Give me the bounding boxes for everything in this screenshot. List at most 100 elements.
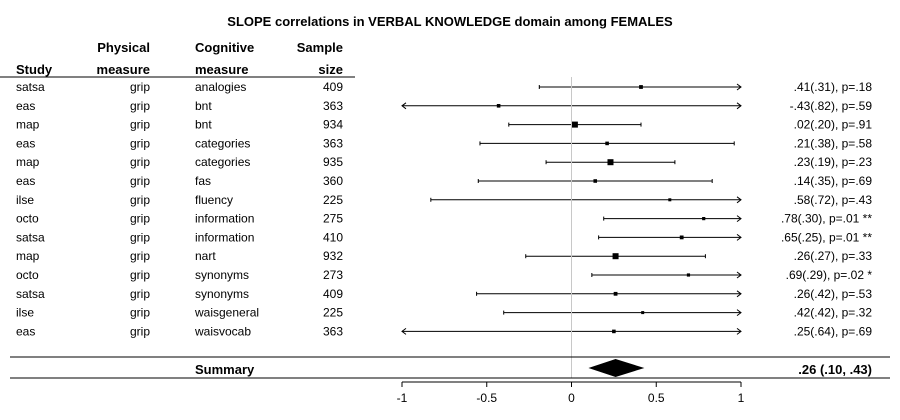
cognitive-measure: categories: [195, 136, 250, 150]
estimate-label: .58(.72), p=.43: [794, 193, 873, 207]
sample-size: 363: [323, 136, 343, 150]
cognitive-measure: bnt: [195, 118, 212, 132]
physical-measure: grip: [130, 268, 150, 282]
physical-measure: grip: [130, 80, 150, 94]
estimate-label: .23(.19), p=.23: [794, 155, 873, 169]
x-tick-label: -1: [397, 391, 408, 405]
study-name: map: [16, 118, 40, 132]
sample-size: 935: [323, 155, 343, 169]
sample-size: 410: [323, 230, 343, 244]
cognitive-measure: waisgeneral: [194, 306, 259, 320]
header-physical-line2: measure: [97, 62, 150, 77]
point-estimate: [605, 141, 609, 146]
header-sample-line2: size: [318, 62, 343, 77]
ci-arrow-right: [736, 102, 742, 110]
ci-arrow-left: [401, 102, 407, 110]
point-estimate: [613, 291, 618, 296]
chart-title: SLOPE correlations in VERBAL KNOWLEDGE d…: [227, 14, 673, 29]
x-tick-label: 1: [738, 391, 745, 405]
physical-measure: grip: [130, 324, 150, 338]
cognitive-measure: information: [195, 212, 254, 226]
cognitive-measure: synonyms: [195, 268, 249, 282]
ci-arrow-right: [736, 234, 742, 241]
physical-measure: grip: [130, 230, 150, 244]
point-estimate: [496, 104, 501, 108]
point-estimate: [668, 198, 672, 202]
study-name: ilse: [16, 193, 34, 207]
study-name: octo: [16, 212, 39, 226]
physical-measure: grip: [130, 174, 150, 188]
table-row: eas grip bnt 363 -.43(.82), p=.59: [16, 99, 872, 113]
ci-arrow-right: [736, 83, 742, 91]
sample-size: 363: [323, 324, 343, 338]
estimate-label: .14(.35), p=.69: [794, 174, 873, 188]
estimate-label: .26(.42), p=.53: [794, 287, 873, 301]
estimate-label: .26(.27), p=.33: [794, 249, 873, 263]
study-name: eas: [16, 136, 35, 150]
point-estimate: [679, 235, 684, 240]
table-row: octo grip synonyms 273 .69(.29), p=.02 *: [16, 268, 872, 282]
study-name: eas: [16, 174, 35, 188]
physical-measure: grip: [130, 118, 150, 132]
physical-measure: grip: [130, 249, 150, 263]
physical-measure: grip: [130, 287, 150, 301]
physical-measure: grip: [130, 212, 150, 226]
sample-size: 225: [323, 193, 343, 207]
study-name: satsa: [16, 230, 45, 244]
ci-arrow-right: [736, 328, 742, 335]
cognitive-measure: bnt: [195, 99, 212, 113]
cognitive-measure: information: [195, 230, 254, 244]
estimate-label: .02(.20), p=.91: [794, 118, 873, 132]
summary-value: .26 (.10, .43): [798, 362, 872, 377]
sample-size: 932: [323, 249, 343, 263]
x-tick-label: 0: [568, 391, 575, 405]
table-row: eas grip categories 363 .21(.38), p=.58: [16, 136, 872, 150]
sample-size: 934: [323, 118, 343, 132]
sample-size: 225: [323, 306, 343, 320]
estimate-label: .78(.30), p=.01 **: [781, 212, 872, 226]
table-row: satsa grip analogies 409 .41(.31), p=.18: [16, 80, 872, 94]
study-name: map: [16, 155, 40, 169]
table-row: satsa grip information 410 .65(.25), p=.01 *…: [16, 230, 872, 244]
point-estimate: [702, 217, 706, 221]
estimate-label: .69(.29), p=.02 *: [786, 268, 873, 282]
point-estimate: [607, 159, 614, 166]
study-name: eas: [16, 99, 35, 113]
cognitive-measure: fas: [195, 174, 211, 188]
point-estimate: [593, 179, 598, 183]
estimate-label: .25(.64), p=.69: [794, 324, 873, 338]
sample-size: 409: [323, 80, 343, 94]
ci-arrow-right: [736, 290, 742, 298]
ci-arrow-right: [736, 309, 742, 316]
cognitive-measure: nart: [195, 249, 216, 263]
estimate-label: .21(.38), p=.58: [794, 136, 873, 150]
point-estimate: [571, 121, 578, 128]
ci-arrow-left: [401, 328, 407, 335]
point-estimate: [641, 311, 645, 315]
point-estimate: [612, 253, 619, 260]
summary-label: Summary: [195, 362, 255, 377]
header-physical-line1: Physical: [97, 40, 150, 55]
table-row: eas grip fas 360 .14(.35), p=.69: [16, 174, 872, 188]
header-cognitive-line1: Cognitive: [195, 40, 254, 55]
ci-arrow-right: [736, 215, 742, 222]
table-row: map grip bnt 934 .02(.20), p=.91: [16, 118, 872, 132]
ci-arrow-right: [736, 271, 742, 279]
sample-size: 275: [323, 212, 343, 226]
table-row: ilse grip waisgeneral 225 .42(.42), p=.32: [16, 306, 872, 320]
cognitive-measure: categories: [195, 155, 250, 169]
study-name: ilse: [16, 306, 34, 320]
header-cognitive-line2: measure: [195, 62, 248, 77]
study-name: octo: [16, 268, 39, 282]
sample-size: 360: [323, 174, 343, 188]
table-row: ilse grip fluency 225 .58(.72), p=.43: [16, 193, 872, 207]
estimate-label: .65(.25), p=.01 **: [781, 230, 872, 244]
table-row: map grip nart 932 .26(.27), p=.33: [16, 249, 872, 263]
ci-arrow-right: [736, 196, 742, 204]
physical-measure: grip: [130, 193, 150, 207]
column-headers: Study Physical measure Cognitive measure…: [16, 40, 343, 77]
estimate-label: -.43(.82), p=.59: [790, 99, 873, 113]
cognitive-measure: waisvocab: [194, 324, 251, 338]
point-estimate: [612, 329, 616, 334]
study-name: map: [16, 249, 40, 263]
